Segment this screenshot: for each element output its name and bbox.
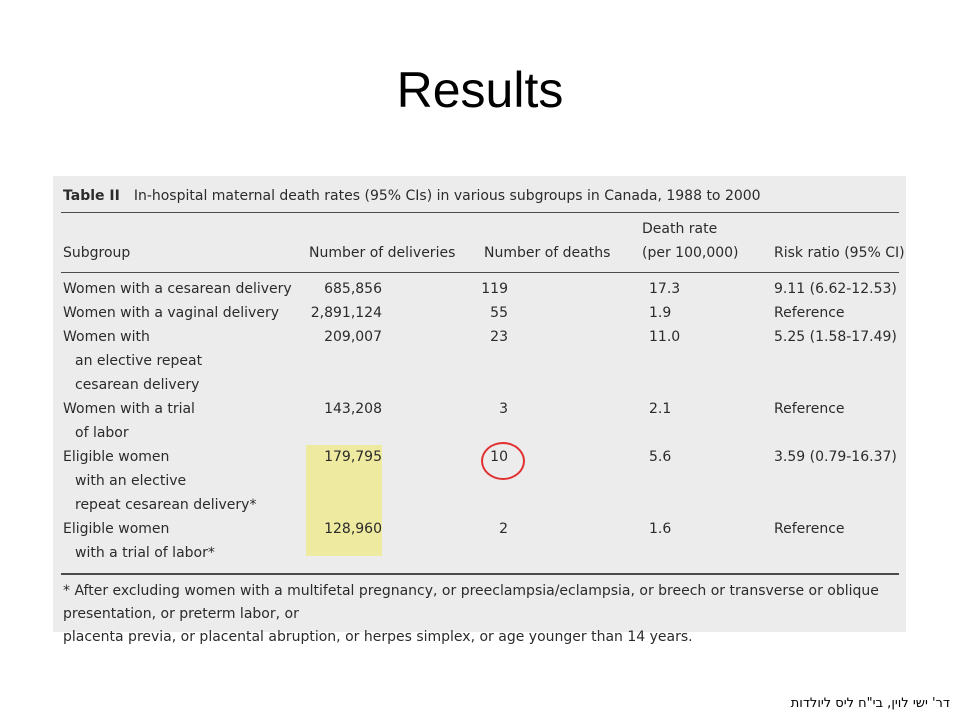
cell-deliveries: 2,891,124 [310, 305, 382, 321]
header-rule [61, 272, 899, 273]
top-rule [61, 212, 899, 213]
header-deliveries: Number of deliveries [309, 245, 456, 261]
cell-deaths: 23 [490, 329, 508, 345]
cell-subgroup: Women with a cesarean delivery [63, 281, 292, 297]
header-ratio: Risk ratio (95% CI) [774, 245, 905, 261]
header-deaths: Number of deaths [484, 245, 611, 261]
table-caption: Table II In-hospital maternal death rates… [63, 188, 761, 204]
cell-ratio: Reference [774, 521, 845, 537]
slide-title: Results [396, 62, 564, 118]
cell-subgroup: Women with [63, 329, 150, 345]
cell-subgroup: of labor [75, 425, 129, 441]
table-caption-text: In-hospital maternal death rates (95% CI… [133, 188, 761, 204]
header-rate-line2: (per 100,000) [642, 245, 739, 261]
cell-subgroup: cesarean delivery [75, 377, 200, 393]
cell-rate: 11.0 [649, 329, 681, 345]
cell-ratio: 3.59 (0.79-16.37) [774, 449, 897, 465]
cell-deliveries: 143,208 [324, 401, 382, 417]
cell-deliveries: 209,007 [324, 329, 382, 345]
circle-annotation [481, 442, 525, 480]
cell-deliveries: 685,856 [324, 281, 382, 297]
header-subgroup: Subgroup [63, 245, 131, 261]
cell-deliveries: 128,960 [324, 521, 382, 537]
cell-rate: 1.9 [649, 305, 672, 321]
cell-ratio: Reference [774, 401, 845, 417]
table-label: Table II [63, 188, 120, 204]
cell-deaths: 55 [490, 305, 508, 321]
cell-ratio: Reference [774, 305, 845, 321]
cell-subgroup: repeat cesarean delivery* [75, 497, 257, 513]
highlight-eligible-deliveries [306, 445, 382, 556]
bottom-rule [61, 573, 899, 575]
cell-ratio: 9.11 (6.62-12.53) [774, 281, 897, 297]
cell-deaths: 3 [499, 401, 508, 417]
cell-rate: 1.6 [649, 521, 672, 537]
table-image: Table II In-hospital maternal death rates… [53, 176, 906, 645]
footnote-line-2: placenta previa, or placental abruption,… [63, 629, 693, 645]
slide-footer: דר' ישי לוין, בי"ח ליס ליולדות [790, 696, 950, 711]
footnote-line-1: * After excluding women with a multifeta… [63, 583, 879, 622]
cell-subgroup: Eligible women [63, 449, 170, 465]
cell-rate: 2.1 [649, 401, 672, 417]
cell-subgroup: Women with a trial [63, 401, 195, 417]
header-rate-line1: Death rate [642, 221, 718, 237]
cell-deaths: 2 [499, 521, 508, 537]
cell-deaths: 119 [481, 281, 508, 297]
cell-subgroup: Eligible women [63, 521, 170, 537]
table-footnote: * After excluding women with a multifeta… [63, 580, 901, 649]
cell-subgroup: Women with a vaginal delivery [63, 305, 279, 321]
cell-deliveries: 179,795 [324, 449, 382, 465]
cell-rate: 17.3 [649, 281, 681, 297]
cell-subgroup: an elective repeat [75, 353, 203, 369]
cell-ratio: 5.25 (1.58-17.49) [774, 329, 897, 345]
cell-rate: 5.6 [649, 449, 672, 465]
cell-subgroup: with an elective [75, 473, 187, 489]
cell-subgroup: with a trial of labor* [75, 545, 215, 561]
